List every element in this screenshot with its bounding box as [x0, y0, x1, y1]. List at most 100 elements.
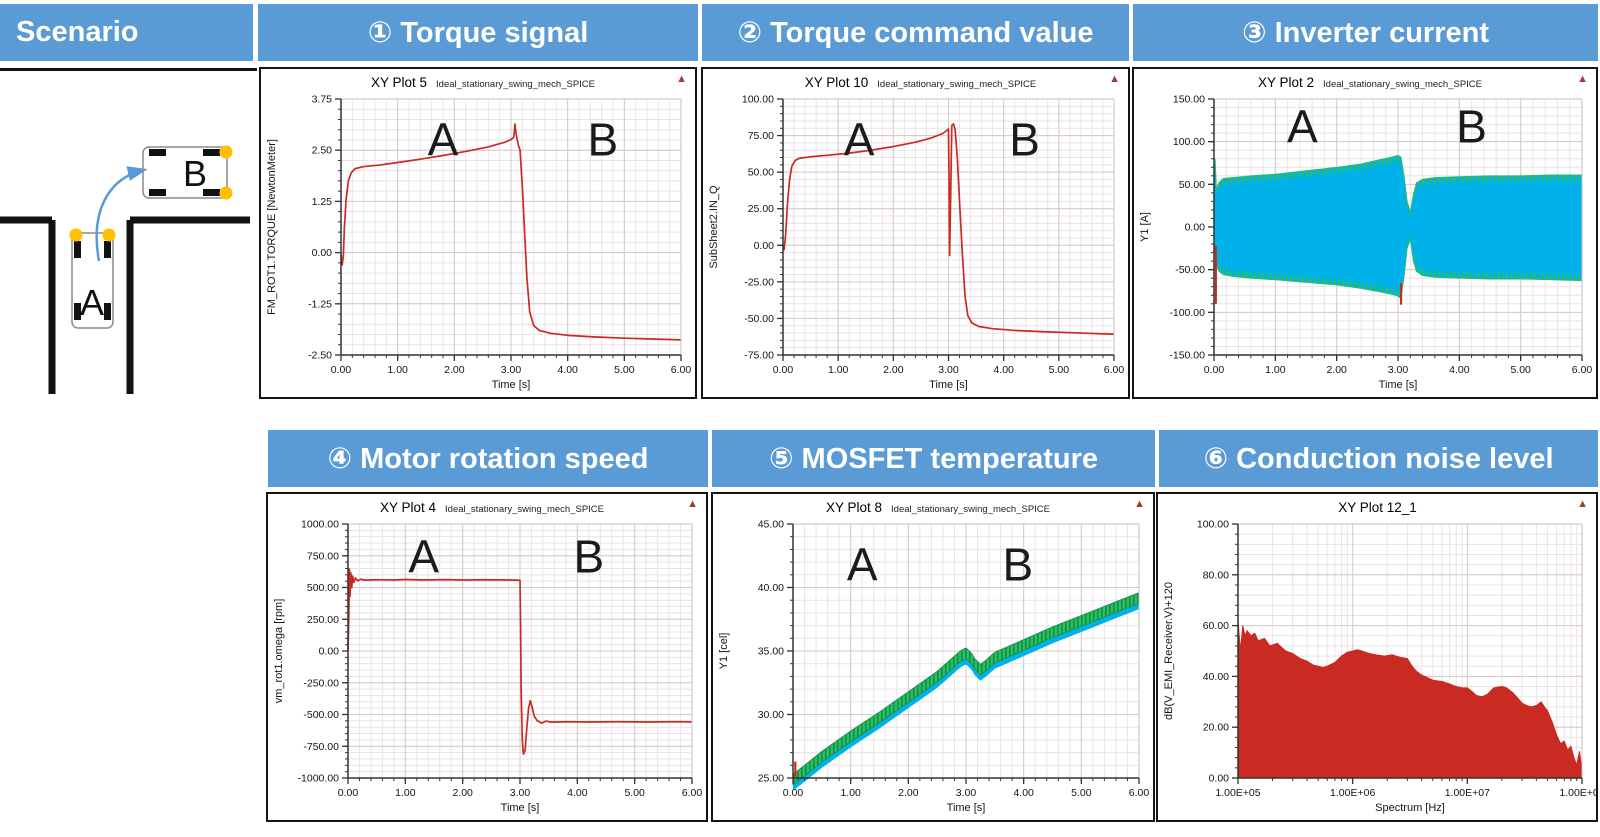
svg-text:75.00: 75.00 — [748, 130, 774, 142]
panel-header-torque-command: ② Torque command value — [702, 4, 1129, 61]
svg-text:-100.00: -100.00 — [1169, 307, 1205, 319]
svg-text:100.00: 100.00 — [1173, 136, 1205, 148]
svg-text:6.00: 6.00 — [682, 787, 703, 799]
svg-text:1.00: 1.00 — [387, 364, 408, 376]
svg-text:vm_rot1.omega [rpm]: vm_rot1.omega [rpm] — [273, 599, 285, 704]
svg-text:A: A — [844, 113, 875, 165]
svg-text:5.00: 5.00 — [624, 787, 645, 799]
svg-text:-50.00: -50.00 — [744, 313, 774, 325]
svg-text:B: B — [1003, 538, 1034, 590]
svg-text:500.00: 500.00 — [307, 582, 339, 594]
car-b-label: B — [183, 153, 207, 194]
car-b: B — [142, 145, 233, 200]
svg-text:3.00: 3.00 — [510, 787, 531, 799]
svg-text:0.00: 0.00 — [312, 247, 333, 259]
svg-text:5.00: 5.00 — [1510, 364, 1531, 376]
svg-text:0.00: 0.00 — [773, 364, 794, 376]
svg-text:-2.50: -2.50 — [308, 350, 332, 362]
plot-panel-conduction-noise: XY Plot 12_1 ▲ 1.00E+05 1.00E+06 1.00E+07 1… — [1156, 492, 1598, 822]
scenario-header: Scenario — [0, 4, 253, 61]
svg-text:4.00: 4.00 — [1449, 364, 1470, 376]
svg-text:6.00: 6.00 — [1572, 364, 1593, 376]
scenario-top-border — [0, 68, 257, 71]
svg-text:1.00: 1.00 — [828, 364, 849, 376]
svg-text:750.00: 750.00 — [307, 550, 339, 562]
svg-text:-1.25: -1.25 — [308, 298, 332, 310]
svg-text:2.00: 2.00 — [883, 364, 904, 376]
plot-panel-motor-speed: XY Plot 4 Ideal_stationary_swing_mech_SP… — [266, 492, 708, 822]
svg-text:2.00: 2.00 — [444, 364, 465, 376]
svg-text:40.00: 40.00 — [1203, 671, 1229, 683]
panel-header-conduction-noise: ⑥ Conduction noise level — [1159, 430, 1598, 487]
svg-text:-25.00: -25.00 — [744, 276, 774, 288]
chart-canvas: 0.00 1.00 2.00 3.00 4.00 5.00 6.00 3.75 2.50 1.25… — [266, 94, 692, 392]
plot-panel-torque-command: XY Plot 10 Ideal_stationary_swing_mech_S… — [701, 67, 1130, 399]
svg-text:60.00: 60.00 — [1203, 620, 1229, 632]
svg-text:0.00: 0.00 — [338, 787, 359, 799]
chart-canvas: 1.00E+05 1.00E+06 1.00E+07 1.00E+08 100.00 80… — [1163, 519, 1596, 815]
svg-text:Y1 [A]: Y1 [A] — [1139, 212, 1151, 242]
svg-text:40.00: 40.00 — [758, 582, 784, 594]
svg-text:1000.00: 1000.00 — [301, 519, 339, 531]
plot-marker-triangle-icon: ▲ — [1577, 73, 1588, 85]
svg-text:3.00: 3.00 — [938, 364, 959, 376]
svg-text:0.00: 0.00 — [1185, 222, 1206, 234]
svg-text:-150.00: -150.00 — [1169, 350, 1205, 362]
svg-text:5.00: 5.00 — [614, 364, 635, 376]
svg-text:-750.00: -750.00 — [303, 741, 339, 753]
svg-text:100.00: 100.00 — [742, 94, 774, 106]
svg-text:A: A — [847, 538, 878, 590]
panel-header-label: ③ Inverter current — [1242, 17, 1489, 49]
plot-marker-triangle-icon: ▲ — [676, 73, 687, 85]
panel-header-label: ④ Motor rotation speed — [327, 443, 649, 475]
plot-panel-inverter-current: XY Plot 2 Ideal_stationary_swing_mech_SP… — [1132, 67, 1598, 399]
svg-text:Time [s]: Time [s] — [1379, 379, 1418, 391]
svg-text:3.75: 3.75 — [312, 94, 333, 106]
svg-text:6.00: 6.00 — [1129, 787, 1150, 799]
svg-text:6.00: 6.00 — [671, 364, 692, 376]
svg-text:dB(V_EMI_Receiver.V)+120: dB(V_EMI_Receiver.V)+120 — [1163, 582, 1175, 720]
plot-marker-triangle-icon: ▲ — [687, 498, 698, 510]
svg-text:1.25: 1.25 — [312, 196, 333, 208]
chart-canvas: 0.00 1.00 2.00 3.00 4.00 5.00 6.00 45.00 40.00 35… — [718, 519, 1150, 815]
panel-header-mosfet-temperature: ⑤ MOSFET temperature — [712, 430, 1155, 487]
svg-text:3.00: 3.00 — [1388, 364, 1409, 376]
plot-panel-torque-signal: XY Plot 5 Ideal_stationary_swing_mech_SP… — [259, 67, 697, 399]
svg-text:4.00: 4.00 — [557, 364, 578, 376]
svg-text:0.00: 0.00 — [1209, 773, 1230, 785]
panel-header-torque-signal: ① Torque signal — [258, 4, 698, 61]
svg-text:Spectrum [Hz]: Spectrum [Hz] — [1375, 802, 1445, 814]
svg-text:SubSheet2.IN_Q: SubSheet2.IN_Q — [708, 185, 720, 269]
svg-text:1.00E+05: 1.00E+05 — [1215, 787, 1260, 799]
marker-dot — [102, 228, 116, 242]
svg-text:2.50: 2.50 — [312, 145, 333, 157]
svg-text:A: A — [408, 531, 439, 583]
svg-text:3.00: 3.00 — [501, 364, 522, 376]
svg-text:B: B — [573, 531, 604, 583]
svg-text:1.00E+08: 1.00E+08 — [1559, 787, 1596, 799]
chart-canvas: 0.00 1.00 2.00 3.00 4.00 5.00 6.00 150.00 100.00… — [1139, 94, 1593, 392]
marker-dot — [219, 145, 233, 159]
svg-text:6.00: 6.00 — [1104, 364, 1125, 376]
marker-dot — [219, 186, 233, 200]
scenario-title: Scenario — [16, 16, 139, 48]
svg-text:2.00: 2.00 — [898, 787, 919, 799]
svg-text:2.00: 2.00 — [1326, 364, 1347, 376]
panel-header-motor-speed: ④ Motor rotation speed — [268, 430, 708, 487]
svg-text:30.00: 30.00 — [758, 709, 784, 721]
plot-panel-mosfet-temperature: XY Plot 8 Ideal_stationary_swing_mech_SP… — [711, 492, 1155, 822]
svg-text:0.00: 0.00 — [331, 364, 352, 376]
svg-text:FM_ROT1.TORQUE [NewtonMeter]: FM_ROT1.TORQUE [NewtonMeter] — [266, 139, 278, 315]
svg-text:-1000.00: -1000.00 — [298, 773, 340, 785]
swing-path-arrow-icon — [95, 166, 148, 262]
panel-header-label: ① Torque signal — [367, 17, 589, 49]
svg-text:150.00: 150.00 — [1173, 94, 1205, 106]
svg-text:4.00: 4.00 — [567, 787, 588, 799]
car-a-label: A — [80, 282, 104, 323]
svg-text:5.00: 5.00 — [1071, 787, 1092, 799]
svg-text:Time [s]: Time [s] — [501, 802, 540, 814]
plot-marker-triangle-icon: ▲ — [1109, 73, 1120, 85]
svg-text:0.00: 0.00 — [754, 240, 775, 252]
svg-text:-75.00: -75.00 — [744, 350, 774, 362]
